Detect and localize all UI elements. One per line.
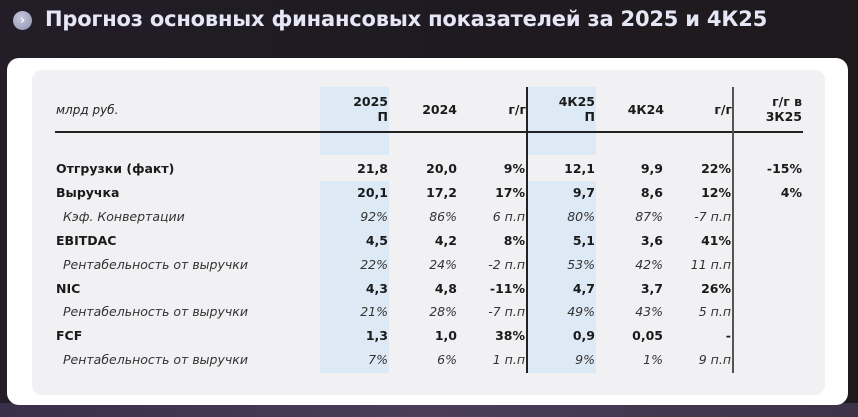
- table-cell: 4,7: [572, 280, 595, 296]
- table-cell: 12%: [701, 184, 731, 200]
- table-cell: 20,1: [357, 184, 388, 200]
- table-cell: 4%: [780, 184, 802, 200]
- content-card: млрд руб. 2025 П 2024 г/г 4К25 П 4К24 г/…: [7, 58, 848, 405]
- table-cell: 9%: [503, 161, 525, 176]
- table-cell: -7 п.п: [488, 304, 525, 320]
- table-cell: 4,8: [434, 280, 457, 296]
- col-header-yoy-fy: г/г: [458, 102, 526, 117]
- table-cell: 17,2: [426, 184, 457, 200]
- table-cell: 1,3: [365, 328, 388, 344]
- table-cell: 8,6: [640, 184, 663, 200]
- unit-label: млрд руб.: [56, 103, 119, 117]
- table-cell: 1,0: [434, 328, 457, 344]
- row-label: Кэф. Конвертации: [63, 208, 185, 224]
- table-cell: 20,0: [426, 161, 457, 176]
- table-cell: 38%: [495, 328, 525, 344]
- table-cell: 5 п.п: [698, 304, 731, 320]
- table-cell: 6 п.п: [492, 208, 525, 224]
- col-header-2025f: 2025 П: [320, 94, 388, 124]
- col-header-line2: П: [584, 109, 595, 124]
- chevron-right-circle-icon: ›: [13, 11, 32, 30]
- table-cell: 8%: [503, 232, 525, 248]
- row-label: Рентабельность от выручки: [63, 256, 248, 272]
- table-cell: -15%: [766, 161, 802, 176]
- divider-after-q4-yoy: [732, 87, 734, 373]
- table-cell: 86%: [429, 208, 457, 224]
- highlight-2025-header: [320, 87, 389, 155]
- table-cell: 9 п.п: [698, 352, 731, 368]
- table-cell: 42%: [635, 256, 663, 272]
- table-cell: 4,3: [365, 280, 388, 296]
- col-header-line2: П: [377, 109, 388, 124]
- table-cell: -7 п.п: [694, 208, 731, 224]
- table-cell: 21,8: [357, 161, 388, 176]
- table-cell: 17%: [495, 184, 525, 200]
- table-cell: 21%: [360, 304, 388, 320]
- col-header-4k24: 4К24: [596, 102, 664, 117]
- row-label: Рентабельность от выручки: [63, 352, 248, 368]
- table-cell: 6%: [437, 352, 457, 368]
- table-cell: 4,5: [365, 232, 388, 248]
- row-label: Выручка: [56, 184, 120, 200]
- col-header-line1: 4К25: [558, 94, 595, 109]
- table-cell: 41%: [701, 232, 731, 248]
- col-header-line1: 2025: [353, 94, 388, 109]
- table-cell: 43%: [635, 304, 663, 320]
- table-cell: 0,9: [572, 328, 595, 344]
- highlight-2025-body: [320, 181, 389, 373]
- table-cell: 0,05: [632, 328, 663, 344]
- header-divider: [55, 131, 803, 133]
- table-cell: 12,1: [564, 161, 595, 176]
- table-cell: 7%: [368, 352, 388, 368]
- table-cell: 9,9: [640, 161, 663, 176]
- table-cell: -11%: [489, 280, 525, 296]
- col-header-yoy-q3: г/г в 3К25: [732, 94, 802, 124]
- table-cell: 87%: [635, 208, 663, 224]
- table-panel: млрд руб. 2025 П 2024 г/г 4К25 П 4К24 г/…: [32, 70, 825, 395]
- table-cell: 1 п.п: [492, 352, 525, 368]
- table-cell: 92%: [360, 208, 388, 224]
- table-cell: 3,7: [640, 280, 663, 296]
- table-cell: 24%: [429, 256, 457, 272]
- col-header-line1: г/г: [508, 102, 526, 117]
- table-cell: 4,2: [434, 232, 457, 248]
- table-cell: 53%: [567, 256, 595, 272]
- col-header-line1: г/г в: [772, 94, 802, 109]
- bottom-accent-bar: [0, 403, 858, 417]
- col-header-line1: 4К24: [627, 102, 664, 117]
- col-header-line1: 2024: [422, 102, 457, 117]
- row-label: Отгрузки (факт): [56, 161, 175, 176]
- table-cell: 9,7: [572, 184, 595, 200]
- table-cell: -2 п.п: [488, 256, 525, 272]
- table-cell: 49%: [567, 304, 595, 320]
- row-label: Рентабельность от выручки: [63, 304, 248, 320]
- col-header-line1: г/г: [714, 102, 732, 117]
- highlight-4k25-body: [527, 181, 596, 373]
- table-cell: 28%: [429, 304, 457, 320]
- row-label: NIC: [56, 280, 81, 296]
- table-cell: 22%: [701, 161, 731, 176]
- highlight-4k25-header: [527, 87, 596, 155]
- table-cell: 26%: [701, 280, 731, 296]
- table-cell: 3,6: [640, 232, 663, 248]
- table-cell: 11 п.п: [690, 256, 731, 272]
- table-cell: 9%: [575, 352, 595, 368]
- page-title: Прогноз основных финансовых показателей …: [45, 7, 768, 31]
- col-header-4k25f: 4К25 П: [527, 94, 595, 124]
- table-cell: 5,1: [572, 232, 595, 248]
- divider-after-fy-yoy: [526, 87, 528, 373]
- row-label: FCF: [56, 328, 83, 344]
- row-label: EBITDAC: [56, 232, 117, 248]
- table-cell: 22%: [360, 256, 388, 272]
- table-cell: 1%: [643, 352, 663, 368]
- col-header-line2: 3К25: [765, 109, 802, 124]
- table-cell: 80%: [567, 208, 595, 224]
- col-header-2024: 2024: [389, 102, 457, 117]
- table-cell: -: [725, 328, 731, 344]
- col-header-yoy-q4: г/г: [664, 102, 732, 117]
